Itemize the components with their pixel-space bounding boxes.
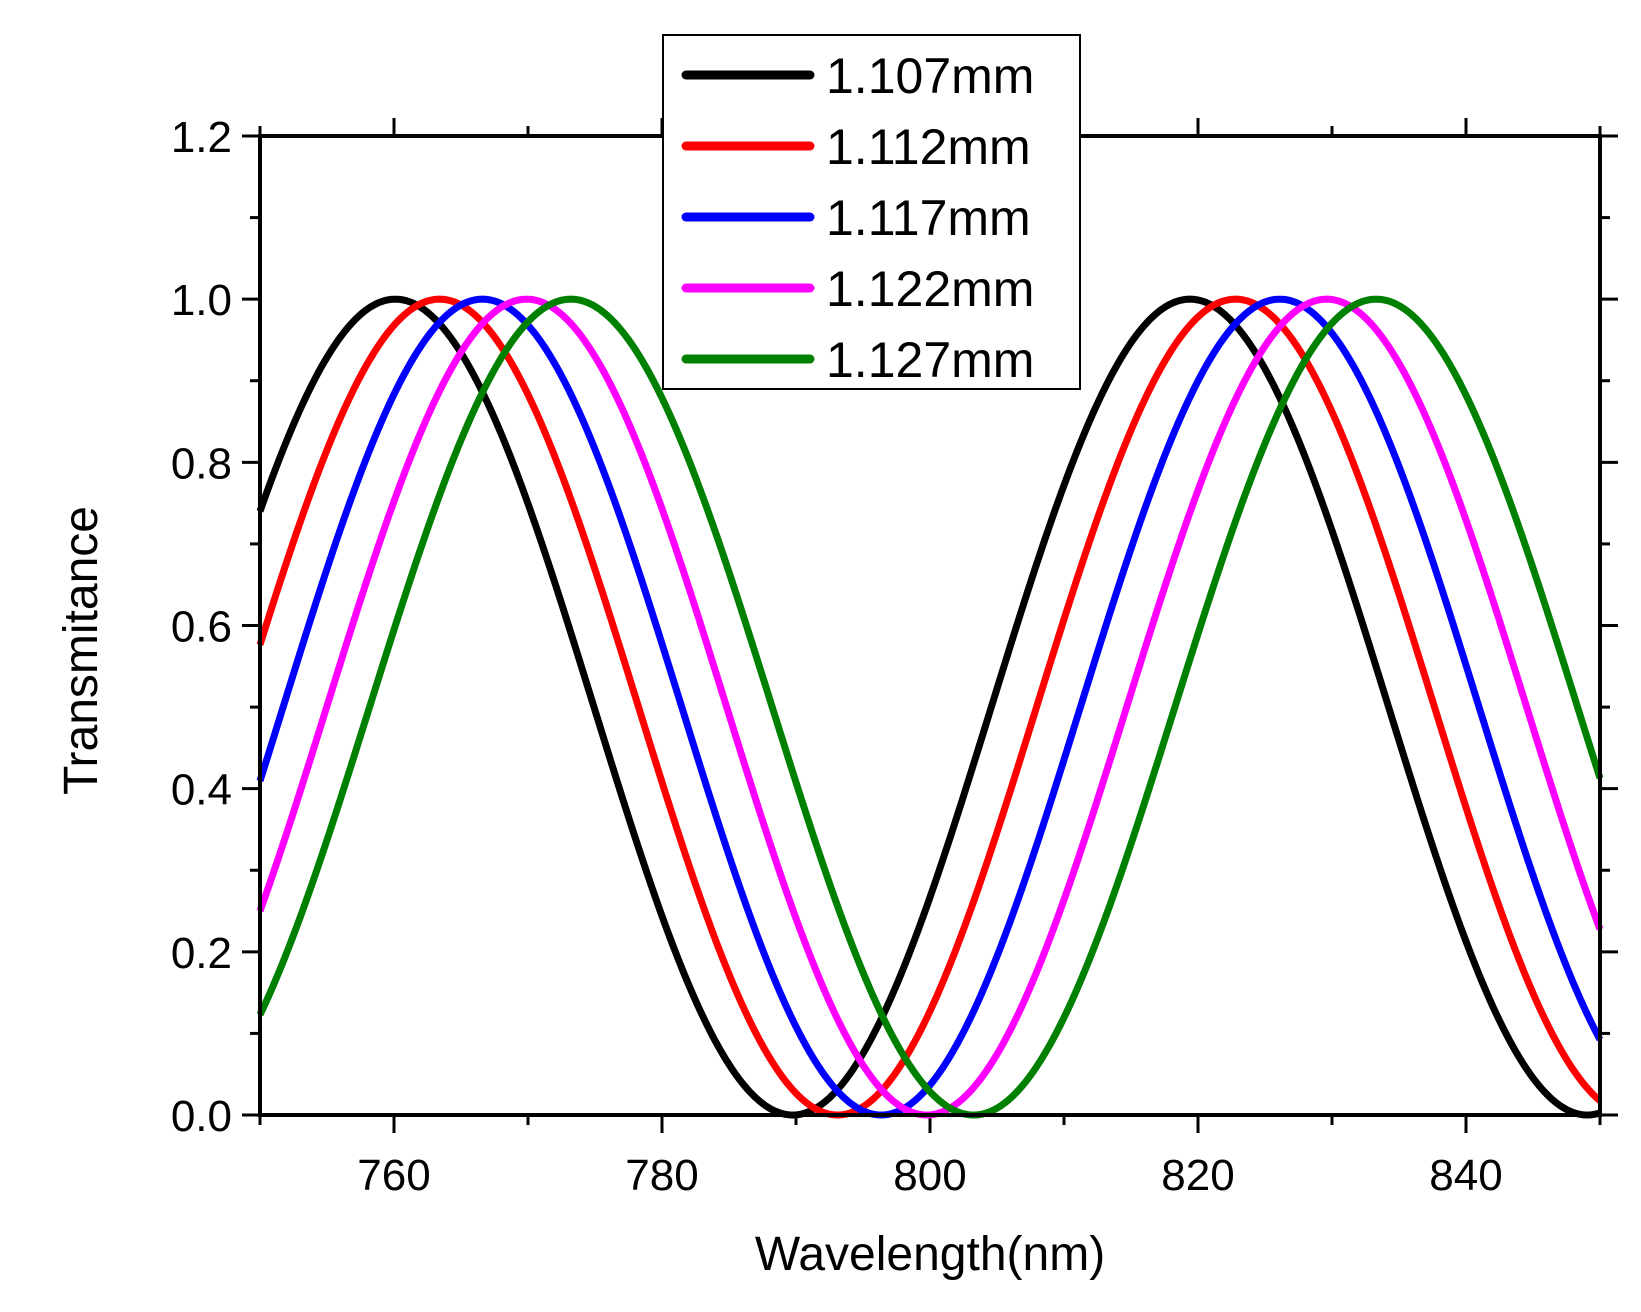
y-tick-label: 0.2 [171, 929, 232, 978]
y-tick-label: 1.2 [171, 113, 232, 162]
legend-label-2: 1.112mm [826, 119, 1031, 175]
legend-label-1: 1.107mm [826, 48, 1034, 104]
legend-label-5: 1.127mm [826, 332, 1034, 388]
series-line-3 [256, 295, 1604, 1119]
x-tick-label: 820 [1161, 1151, 1234, 1200]
y-tick-label: 0.0 [171, 1092, 232, 1141]
series-line-4 [256, 295, 1604, 1119]
y-tick-label: 0.4 [171, 766, 232, 815]
y-tick-label: 0.8 [171, 439, 232, 488]
x-tick-label: 780 [625, 1151, 698, 1200]
curves-layer [256, 295, 1604, 1119]
y-axis-title: Transmitance [55, 506, 108, 795]
series-line-2 [256, 295, 1603, 1119]
legend-box [662, 34, 1081, 390]
legend: 1.107mm 1.112mm 1.117mm 1.122mm 1.127mm [662, 34, 1081, 390]
labels-layer: 760 780 800 820 840 0.0 0.2 0.4 0.6 0.8 1.0 1.2 [171, 113, 1503, 1200]
series-line-5 [256, 295, 1604, 1119]
y-tick-label: 1.0 [171, 276, 232, 325]
x-tick-label: 800 [893, 1151, 966, 1200]
x-tick-label: 840 [1429, 1151, 1502, 1200]
legend-label-3: 1.117mm [826, 190, 1031, 246]
legend-label-4: 1.122mm [826, 261, 1034, 317]
x-tick-label: 760 [357, 1151, 430, 1200]
series-line-1 [256, 295, 1601, 1119]
y-tick-label: 0.6 [171, 603, 232, 652]
x-axis-title: Wavelength(nm) [755, 1228, 1105, 1281]
